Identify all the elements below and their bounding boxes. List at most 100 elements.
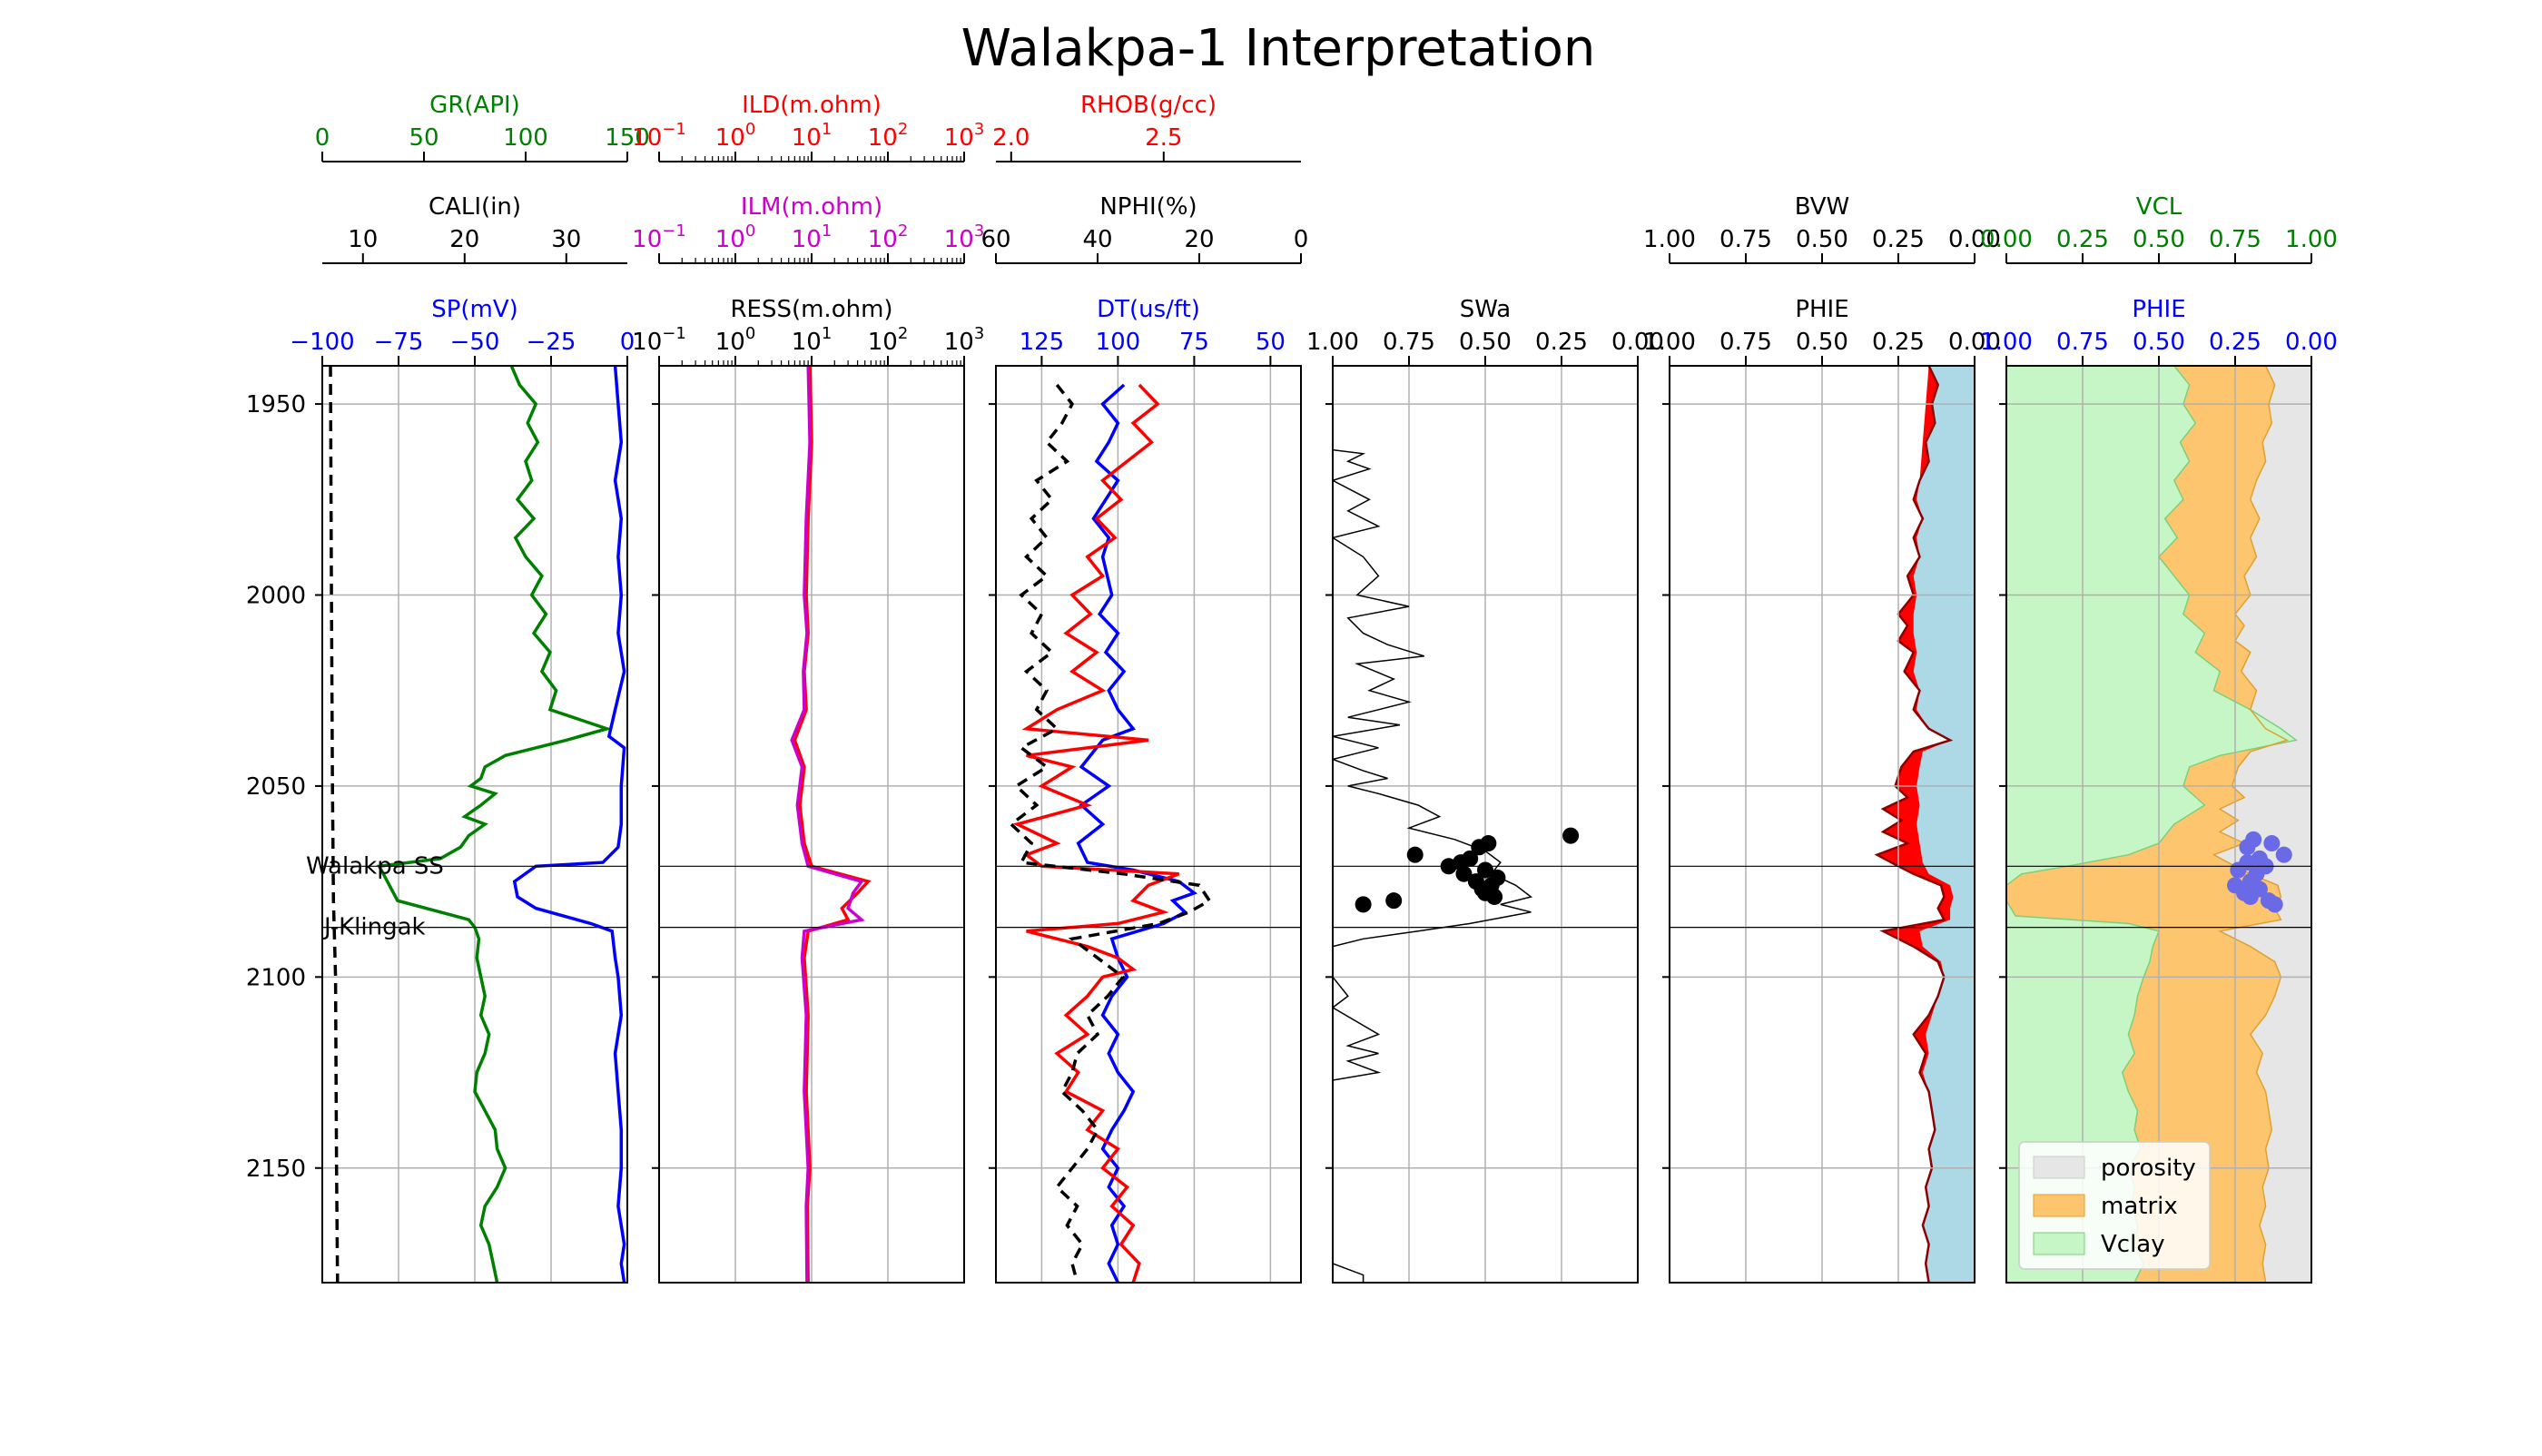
track-body (659, 366, 964, 1283)
axis-tick-label: 0.25 (1872, 329, 1925, 356)
legend-label: Vclay (2101, 1231, 2165, 1258)
legend-swatch (2033, 1194, 2085, 1217)
swa-core-point (1486, 888, 1503, 905)
tick-exponent: 0 (745, 324, 755, 343)
axis-tick-label: 0.50 (1796, 329, 1848, 356)
formation-top-label: J-Klingak (322, 914, 426, 941)
core-phie-point (2230, 861, 2247, 879)
axis-tick-label: 20 (449, 226, 479, 253)
axis-tick-label: 2.5 (1145, 124, 1182, 152)
axis-tick-label: 0.75 (1719, 226, 1772, 253)
core-phie-point (2239, 839, 2256, 856)
chart-title: Walakpa-1 Interpretation (961, 19, 1596, 78)
vclay-edge (2006, 366, 2298, 1283)
axis-tick-label: −75 (374, 329, 424, 356)
axis-tick-label: 0.25 (1535, 329, 1588, 356)
axis-tick-label: 1.00 (1643, 226, 1696, 253)
track-6: 0.00 0.25 0.50 0.75 1.00 VCL 1.00 0.75 0.50 0.25 0… (1980, 193, 2338, 1284)
axis-tick-label: 0.00 (1948, 329, 2001, 356)
tick-exponent: 0 (745, 221, 755, 241)
core-phie-point (2275, 846, 2292, 863)
axis-label: ILD(m.ohm) (742, 92, 882, 119)
axis-label: NPHI(%) (1099, 193, 1197, 221)
depth-tick-label: 2150 (246, 1156, 306, 1183)
axis-tick-label: 40 (1082, 226, 1112, 253)
axis-label: ILM(m.ohm) (741, 193, 882, 221)
swa-core-point (1406, 846, 1424, 863)
track-1: 0 50 100 150 GR(API) 10 20 30 CALI(in) −100 −75 −50… (290, 92, 650, 1284)
axis-tick-label: 1.00 (1980, 329, 2033, 356)
axis-tick-label: 0.50 (2133, 226, 2185, 253)
curve-cali (329, 366, 340, 1283)
axis-tick-label: 0.50 (1796, 226, 1848, 253)
swa-core-point (1355, 896, 1372, 913)
axis-tick-label: 0 (620, 329, 636, 356)
curve-rhob (1012, 383, 1180, 1283)
axis-label: PHIE (2132, 296, 2185, 323)
axis-label: GR(API) (429, 92, 520, 119)
swa-core-point (1385, 892, 1403, 910)
depth-tick-label: 2100 (246, 964, 306, 991)
axis-tick-label: 1.00 (1306, 329, 1359, 356)
tick-exponent: −1 (662, 120, 686, 139)
axis-tick-label: 60 (980, 226, 1010, 253)
axis-tick-label: 1.00 (1643, 329, 1696, 356)
axis-tick-label: 0.75 (2056, 329, 2109, 356)
tick-exponent: 2 (898, 221, 908, 241)
axis-tick-label: 10 (348, 226, 378, 253)
tick-exponent: 3 (974, 221, 984, 241)
tick-exponent: −1 (662, 324, 686, 343)
swa-core-point (1562, 827, 1580, 844)
track-3: 2.0 2.5 RHOB(g/cc) 60 40 20 0 NPHI(%) 125 100 75 50… (980, 92, 1309, 1284)
axis-label: CALI(in) (429, 193, 521, 221)
axis-label: VCL (2136, 193, 2182, 221)
axis-tick-label: 0.25 (1872, 226, 1925, 253)
axis-tick-label: −100 (290, 329, 354, 356)
core-phie-point (2263, 835, 2281, 852)
axis-tick-label: 1.00 (2285, 226, 2338, 253)
formation-top-label: Walakpa SS (306, 852, 444, 880)
axis-label: DT(us/ft) (1097, 296, 1200, 323)
legend-swatch (2033, 1232, 2085, 1255)
tick-exponent: 3 (974, 324, 984, 343)
axis-tick-label: 50 (409, 124, 438, 152)
tick-exponent: 2 (898, 324, 908, 343)
axis-label: SP(mV) (431, 296, 518, 323)
axis-tick-label: 20 (1184, 226, 1214, 253)
depth-tick-label: 1950 (246, 391, 306, 418)
axis-label: PHIE (1795, 296, 1848, 323)
phie-edge (2212, 366, 2290, 1283)
core-phie-point (2266, 896, 2283, 913)
axis-tick-label: −50 (450, 329, 500, 356)
depth-tick-label: 2000 (246, 583, 306, 610)
tick-exponent: 1 (822, 221, 832, 241)
axis-tick-label: 0.00 (1611, 329, 1664, 356)
axis-tick-label: 0 (1294, 226, 1309, 253)
axis-tick-label: 0.75 (1719, 329, 1772, 356)
curve-nphi (1009, 383, 1212, 1283)
axis-tick-label: 100 (503, 124, 548, 152)
tick-exponent: 1 (822, 324, 832, 343)
axis-tick-label: 0.50 (2133, 329, 2185, 356)
track-body (322, 366, 627, 1283)
track-4: 1.00 0.75 0.50 0.25 0.00 SWa (1306, 296, 1664, 1284)
swa-core-point (1471, 839, 1488, 856)
hydrocarbon-fill (1877, 366, 1954, 1283)
axis-label: RESS(m.ohm) (730, 296, 892, 323)
legend-label: matrix (2101, 1193, 2178, 1220)
axis-tick-label: 2.0 (992, 124, 1030, 152)
tick-exponent: 0 (745, 120, 755, 139)
axis-label: SWa (1460, 296, 1511, 323)
axis-tick-label: 0.75 (1383, 329, 1435, 356)
legend-swatch (2033, 1156, 2085, 1179)
axis-label: BVW (1795, 193, 1850, 221)
track-body (1670, 366, 1975, 1283)
track-body (996, 366, 1301, 1283)
curve-gr (376, 366, 613, 1283)
axis-tick-label: 0.50 (1459, 329, 1512, 356)
tick-exponent: 3 (974, 120, 984, 139)
core-phie-point (2241, 888, 2259, 905)
axis-tick-label: 0.00 (1948, 226, 2001, 253)
